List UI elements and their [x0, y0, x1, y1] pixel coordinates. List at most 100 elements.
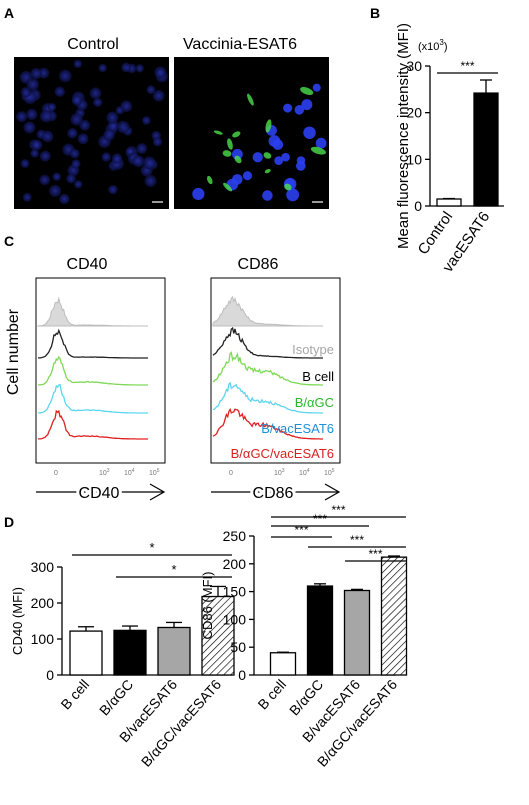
histogram-legend: Isotype B cell B/αGC B/vacESAT6 B/αGC/va…: [231, 342, 334, 461]
legend-isotype: Isotype: [292, 342, 334, 357]
nucleus: [66, 173, 76, 184]
nucleus: [73, 59, 83, 69]
nucleus: [22, 192, 32, 202]
image-title-control: Control: [67, 36, 119, 53]
y-tick-label: 30: [406, 58, 422, 74]
y-tick-label: 0: [238, 667, 246, 683]
nucleus: [39, 150, 51, 162]
esat6-signal: [264, 168, 271, 174]
nucleus: [71, 159, 81, 169]
nucleus: [152, 137, 163, 147]
nucleus: [274, 156, 284, 165]
y-tick-label: 0: [414, 198, 422, 214]
nucleus: [136, 143, 148, 154]
tick-label-0: 0: [229, 470, 233, 477]
panel-b-label: B: [370, 5, 380, 21]
y-axis-label: CD40 (MFI): [10, 587, 25, 655]
nucleus: [92, 97, 103, 108]
y-tick-label: 100: [31, 631, 55, 647]
y-tick-label: 300: [31, 559, 55, 575]
histogram-trace: [212, 407, 323, 440]
histogram-trace: [212, 351, 323, 386]
histogram-ticks-cd86: 0 103 104 105: [229, 468, 335, 477]
histogram-trace: [38, 384, 148, 414]
nucleus: [23, 121, 36, 134]
nucleus: [89, 87, 102, 100]
esat6-signal: [265, 119, 272, 133]
significance-label: *: [171, 562, 176, 577]
nucleus: [146, 85, 156, 95]
nucleus: [98, 63, 107, 73]
y-tick-label: 0: [46, 667, 54, 683]
nucleus: [142, 156, 156, 170]
bar: [157, 626, 191, 676]
esat6-signal: [234, 155, 242, 164]
nucleus: [26, 108, 38, 120]
histogram-trace: [212, 381, 323, 414]
legend-b-agc: B/αGC: [295, 395, 334, 410]
legend-b-vacesat6: B/vacESAT6: [261, 421, 334, 436]
nucleus: [30, 67, 42, 80]
nucleus: [31, 139, 43, 151]
x-axis-label-cd40: CD40: [79, 485, 120, 502]
y-axis-label: CD86 (MFI): [200, 572, 215, 640]
nucleus: [242, 171, 253, 181]
histogram-trace: [212, 326, 323, 359]
nucleus: [16, 111, 28, 123]
nucleus: [54, 86, 66, 97]
y-tick-label: 20: [406, 105, 422, 121]
nucleus: [39, 174, 51, 186]
x-axis-arrow-cd40: [36, 483, 166, 501]
bar: [69, 630, 103, 676]
bar: [380, 556, 408, 676]
nucleus: [108, 184, 118, 195]
significance-label: ***: [294, 523, 308, 537]
nucleus: [152, 89, 165, 102]
panel-b-multiplier: (x103): [418, 38, 448, 53]
nucleus: [49, 184, 62, 197]
nucleus: [103, 129, 115, 141]
y-tick-label: 250: [223, 528, 247, 544]
bar: [269, 652, 297, 676]
esat6-signal: [207, 175, 213, 185]
significance-label: ***: [350, 533, 364, 547]
nucleus: [312, 83, 321, 92]
nucleus: [20, 159, 30, 168]
nucleus: [120, 100, 133, 113]
y-axis-label: Mean fluorescence intensity (MFI): [395, 23, 412, 249]
nucleus: [41, 130, 54, 143]
nucleus: [141, 116, 151, 125]
y-tick-label: 100: [223, 611, 247, 627]
micrograph-vaccinia-esat6: [174, 57, 329, 209]
nucleus: [111, 153, 123, 164]
nucleus: [121, 62, 132, 73]
y-tick-label: 200: [223, 556, 247, 572]
nucleus: [283, 103, 293, 113]
nucleus: [252, 152, 263, 163]
nucleus: [106, 111, 119, 124]
nucleus: [30, 149, 39, 158]
nucleus: [132, 155, 145, 168]
histogram-trace: [38, 409, 148, 440]
nucleus: [231, 148, 243, 160]
esat6-signal: [213, 130, 223, 135]
nucleus: [286, 188, 300, 202]
nucleus: [116, 120, 130, 134]
category-label: B/αGC: [96, 676, 136, 718]
nucleus: [315, 137, 327, 149]
nucleus: [71, 95, 83, 106]
bar: [113, 629, 147, 676]
nucleus: [294, 105, 305, 115]
nucleus: [192, 187, 205, 201]
tick-label-10e5: 105: [324, 468, 335, 477]
nucleus: [77, 133, 89, 145]
esat6-signal: [247, 93, 254, 106]
significance-label: ***: [368, 547, 382, 561]
category-label: B cell: [57, 676, 92, 712]
tick-label-10e5: 105: [149, 468, 160, 477]
y-tick-label: 50: [230, 639, 246, 655]
nucleus: [52, 172, 62, 182]
